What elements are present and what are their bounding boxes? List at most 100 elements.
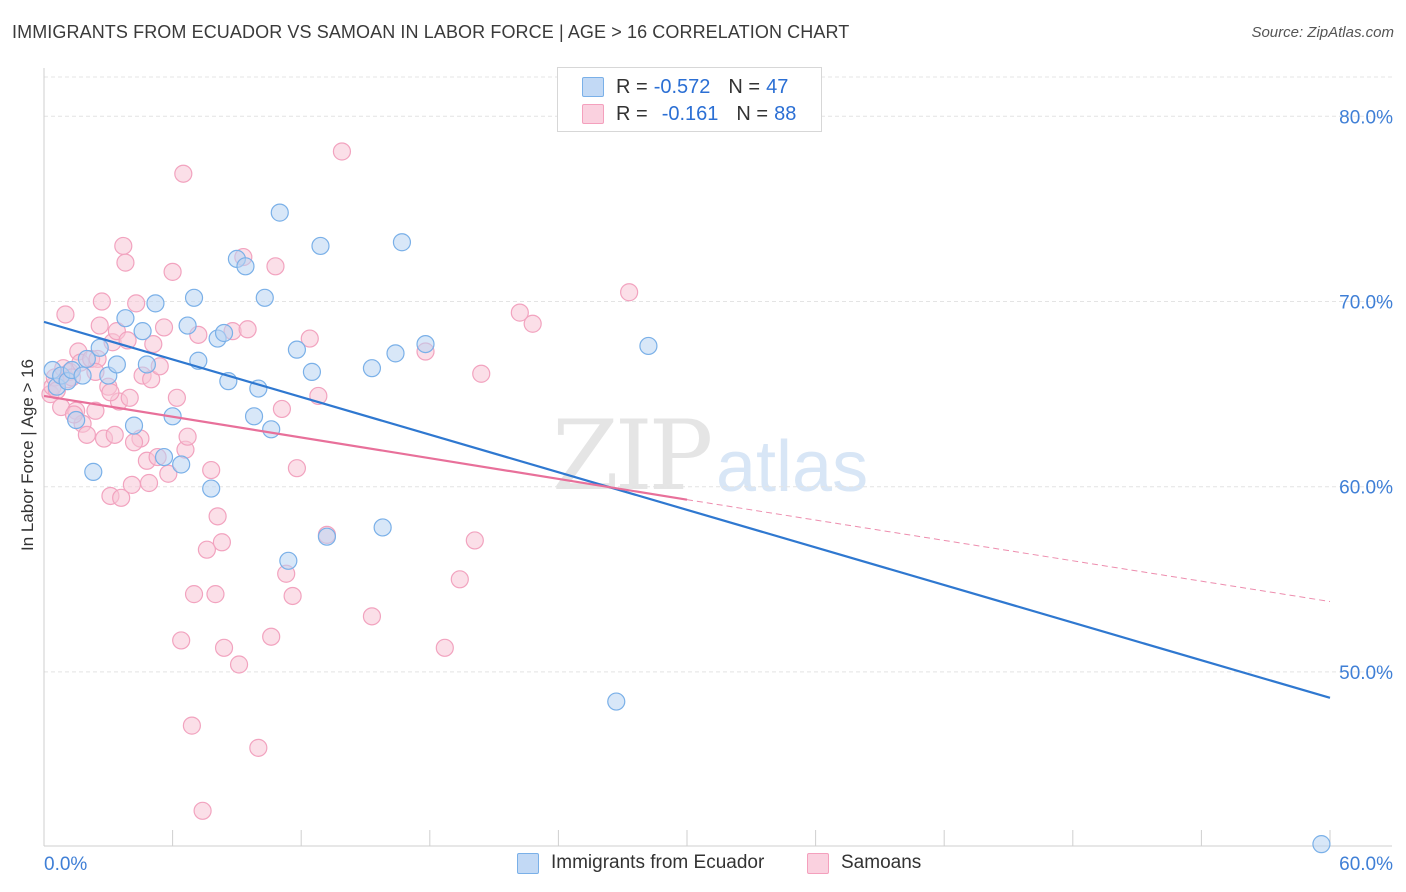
samoan-point xyxy=(56,305,75,324)
correlation-legend: R = -0.572 N = 47 R = -0.161 N = 88 xyxy=(557,67,822,132)
y-tick-label: 60.0% xyxy=(1339,478,1393,499)
samoan-point xyxy=(101,383,120,402)
samoan-point xyxy=(172,631,191,650)
samoan-point xyxy=(105,425,124,444)
trend-lines xyxy=(43,320,1331,699)
samoan-point xyxy=(300,329,319,348)
ecuador-point xyxy=(90,338,109,357)
chart-title: IMMIGRANTS FROM ECUADOR VS SAMOAN IN LAB… xyxy=(12,22,850,42)
legend-label-samoans: Samoans xyxy=(841,852,922,873)
legend-item-ecuador[interactable]: Immigrants from Ecuador xyxy=(517,852,764,874)
ecuador-point xyxy=(362,359,382,378)
samoan-point xyxy=(287,459,307,478)
samoan-point xyxy=(120,388,139,407)
samoan-point xyxy=(122,475,141,494)
ecuador-point xyxy=(270,203,289,222)
samoan-point xyxy=(202,460,221,480)
samoan-point xyxy=(465,531,484,550)
samoan-point xyxy=(435,638,454,657)
legend-r-label: R = xyxy=(616,102,648,125)
ecuador-point xyxy=(124,416,144,435)
tick-labels: 50.0% 60.0% 70.0% 80.0% 0.0% 60.0% xyxy=(44,107,1393,875)
samoan-point xyxy=(249,738,268,757)
samoan-point xyxy=(127,294,146,313)
legend-n-label: N = xyxy=(728,75,761,98)
ecuador-point xyxy=(184,288,204,307)
samoan-point xyxy=(178,427,197,446)
legend-row-samoan: R = -0.161 N = 88 xyxy=(582,101,796,127)
y-axis-label: In Labor Force | Age > 16 xyxy=(18,358,37,552)
samoan-point xyxy=(182,716,201,735)
samoan-point xyxy=(112,488,131,507)
legend-r-label: R = xyxy=(616,75,648,98)
series-legend: Immigrants from Ecuador Samoans xyxy=(0,852,1406,876)
samoan-point xyxy=(472,364,491,383)
ecuador-point xyxy=(302,362,322,381)
legend-swatch-samoan xyxy=(582,104,604,124)
ecuador-point xyxy=(1312,835,1331,854)
samoan-point xyxy=(197,540,216,559)
samoans-points xyxy=(41,142,639,820)
samoan-point xyxy=(620,283,639,302)
samoan-point xyxy=(238,320,257,339)
ecuador-point xyxy=(67,410,86,430)
samoan-point xyxy=(154,318,174,337)
samoan-point xyxy=(193,801,212,820)
ecuador-point xyxy=(214,323,234,343)
samoan-point xyxy=(159,464,178,483)
legend-n-label: N = xyxy=(736,102,769,125)
ecuador-point xyxy=(107,355,126,374)
samoan-point xyxy=(184,585,204,604)
samoan-point xyxy=(114,236,133,256)
legend-swatch-ecuador xyxy=(582,77,604,97)
ecuador-point xyxy=(262,420,281,439)
samoan-point xyxy=(174,164,193,183)
ecuador-point xyxy=(607,692,626,711)
samoan-point xyxy=(510,303,529,322)
legend-item-samoans[interactable]: Samoans xyxy=(807,852,921,874)
legend-n-value: 88 xyxy=(774,102,797,125)
ecuador-point xyxy=(146,294,165,313)
ecuador-point xyxy=(133,322,152,341)
ecuador-point xyxy=(392,233,412,252)
samoan-point xyxy=(523,314,542,333)
ecuador-point xyxy=(317,527,337,546)
samoan-point xyxy=(229,655,249,674)
ecuador-point xyxy=(279,551,298,570)
ecuador-point xyxy=(178,316,197,335)
samoan-point xyxy=(266,257,285,276)
ecuador-point xyxy=(236,257,255,276)
ecuador-point xyxy=(84,462,103,481)
ecuador-point xyxy=(116,309,135,328)
axes xyxy=(43,68,1392,847)
ecuador-point xyxy=(202,479,221,498)
source-label: Source: ZipAtlas.com xyxy=(1251,24,1394,41)
legend-r-value: -0.572 xyxy=(653,75,711,98)
ecuador-point xyxy=(154,447,174,467)
ecuador-point xyxy=(172,455,191,474)
x-tick-label-max: 60.0% xyxy=(1339,854,1393,875)
samoan-point xyxy=(163,262,182,281)
ecuador-point xyxy=(137,355,156,374)
ecuador-point xyxy=(386,344,405,363)
legend-label-ecuador: Immigrants from Ecuador xyxy=(551,852,765,873)
legend-n-value: 47 xyxy=(766,75,789,98)
ecuador-point xyxy=(244,407,264,426)
samoan-point xyxy=(214,638,234,657)
samoan-point xyxy=(116,253,135,272)
legend-r-value: -0.161 xyxy=(661,102,719,125)
grid-lines xyxy=(44,76,1392,673)
ecuador-point xyxy=(416,335,435,354)
ecuador-point xyxy=(73,366,92,385)
samoan-point xyxy=(86,401,105,420)
samoan-point xyxy=(139,473,159,493)
samoan-point xyxy=(77,425,96,444)
samoan-point xyxy=(92,292,111,311)
y-tick-label: 50.0% xyxy=(1339,663,1393,684)
samoan-point xyxy=(212,533,231,552)
x-tick-label-min: 0.0% xyxy=(44,854,87,875)
legend-swatch-samoans xyxy=(807,852,829,874)
ecuador-point xyxy=(77,349,96,369)
samoan-point xyxy=(90,316,109,335)
samoan-point xyxy=(332,142,352,161)
